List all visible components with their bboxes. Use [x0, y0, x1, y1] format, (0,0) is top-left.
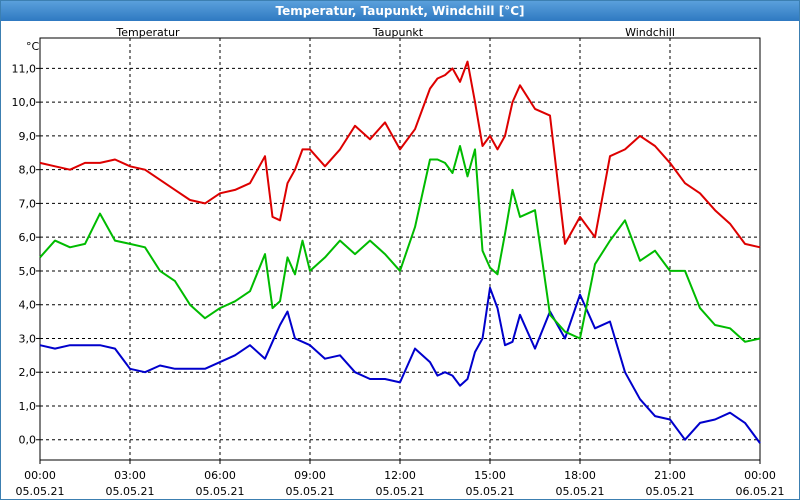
y-tick-label: 0,0 [19, 434, 37, 447]
y-tick-label: 9,0 [19, 130, 37, 143]
y-tick-label: 1,0 [19, 400, 37, 413]
x-tick-time: 15:00 [474, 469, 506, 482]
x-tick-date: 05.05.21 [196, 485, 245, 498]
y-tick-label: 5,0 [19, 265, 37, 278]
x-tick-date: 05.05.21 [106, 485, 155, 498]
y-tick-label: 8,0 [19, 164, 37, 177]
y-tick-label: 10,0 [12, 96, 37, 109]
x-tick-date: 05.05.21 [16, 485, 65, 498]
y-tick-label: 4,0 [19, 299, 37, 312]
x-tick-time: 00:00 [744, 469, 776, 482]
series-line-taupunkt [39, 286, 761, 444]
series-line-temperatur [39, 60, 761, 249]
x-tick-labels: 00:00 05.05.21 03:00 05.05.21 06:00 05.05.21 0… [16, 469, 785, 498]
y-tick-labels: 0,0 1,0 2,0 3,0 4,0 5,0 6,0 7,0 8,0 9,0 10,0 11,0 [12, 62, 37, 446]
y-tick-label: 3,0 [19, 332, 37, 345]
legend: Temperatur Taupunkt Windchill [115, 26, 675, 39]
x-tick-date: 05.05.21 [646, 485, 695, 498]
y-tick-label: 11,0 [12, 62, 37, 75]
y-tick-label: 6,0 [19, 231, 37, 244]
x-tick-time: 18:00 [564, 469, 596, 482]
x-tick-time: 06:00 [204, 469, 236, 482]
y-tick-label: 2,0 [19, 366, 37, 379]
x-tick-date: 05.05.21 [466, 485, 515, 498]
grid-lines [40, 38, 760, 460]
x-tick-time: 09:00 [294, 469, 326, 482]
axes [36, 37, 761, 464]
series-lines [39, 60, 761, 444]
plot-frame [39, 37, 761, 461]
x-tick-time: 12:00 [384, 469, 416, 482]
x-tick-date: 05.05.21 [286, 485, 335, 498]
x-tick-date: 05.05.21 [376, 485, 425, 498]
y-tick-label: 7,0 [19, 197, 37, 210]
x-tick-date: 06.05.21 [736, 485, 785, 498]
window-title: Temperatur, Taupunkt, Windchill [°C] [1, 1, 799, 21]
legend-entry-temperatur: Temperatur [115, 26, 180, 39]
x-tick-date: 05.05.21 [556, 485, 605, 498]
legend-entry-windchill: Windchill [625, 26, 675, 39]
legend-entry-taupunkt: Taupunkt [372, 26, 424, 39]
x-tick-time: 03:00 [114, 469, 146, 482]
x-tick-time: 00:00 [24, 469, 56, 482]
y-axis-label: °C [26, 40, 40, 53]
series-line-windchill [39, 145, 761, 343]
x-tick-time: 21:00 [654, 469, 686, 482]
